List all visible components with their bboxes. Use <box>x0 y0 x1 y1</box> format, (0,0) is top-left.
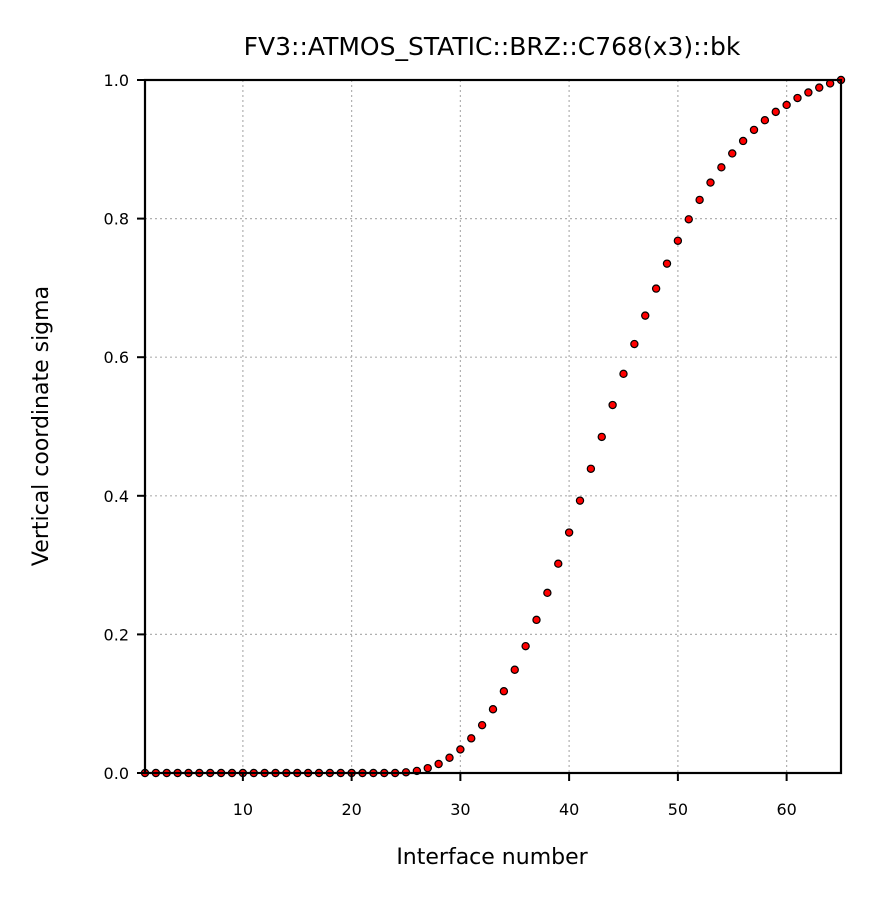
data-point <box>543 588 552 598</box>
data-point <box>586 464 596 473</box>
data-point <box>608 400 617 410</box>
data-point <box>532 615 541 625</box>
data-points <box>140 75 846 778</box>
data-point <box>651 284 661 293</box>
data-point <box>477 720 487 730</box>
grid-lines <box>145 79 841 774</box>
y-tick-label: 0.4 <box>104 487 129 506</box>
data-point <box>782 100 791 110</box>
data-point <box>728 149 737 158</box>
data-point <box>706 178 715 187</box>
y-axis-ticks: 0.0 0.2 0.4 0.6 0.8 1.0 <box>104 71 145 783</box>
data-point <box>619 369 628 379</box>
data-point <box>488 705 498 714</box>
y-tick-label: 0.2 <box>104 625 129 644</box>
data-point <box>641 311 650 320</box>
data-point <box>521 641 530 651</box>
x-tick-label: 30 <box>450 800 470 819</box>
x-tick-label: 50 <box>668 800 688 819</box>
data-point <box>815 83 824 92</box>
x-tick-label: 60 <box>776 800 796 819</box>
data-point <box>510 665 519 674</box>
chart-title: FV3::ATMOS_STATIC::BRZ::C768(x3)::bk <box>244 32 741 61</box>
data-point <box>445 753 454 762</box>
data-point <box>467 734 476 743</box>
plot-frame <box>143 78 843 775</box>
data-point <box>564 528 574 537</box>
data-point <box>673 236 683 245</box>
data-point <box>749 125 759 135</box>
data-point <box>434 759 443 769</box>
data-point <box>684 215 693 224</box>
y-axis-label: Vertical coordinate sigma <box>29 286 54 566</box>
data-point <box>793 93 802 103</box>
data-point <box>662 259 672 268</box>
x-axis-label: Interface number <box>396 845 588 870</box>
data-point <box>717 163 726 172</box>
y-tick-label: 0.6 <box>104 348 129 367</box>
y-tick-label: 0.0 <box>104 764 129 783</box>
y-tick-label: 0.8 <box>104 210 129 229</box>
x-tick-label: 20 <box>341 800 361 819</box>
data-point <box>456 745 465 754</box>
data-point <box>575 496 585 505</box>
data-point <box>499 687 509 696</box>
x-tick-label: 10 <box>233 800 253 819</box>
data-point <box>804 88 813 97</box>
data-point <box>695 195 704 205</box>
data-point <box>771 107 780 117</box>
data-point <box>738 136 748 146</box>
data-point <box>630 339 639 349</box>
data-point <box>423 763 432 773</box>
x-axis-ticks: 10 20 30 40 50 60 <box>233 773 797 819</box>
x-tick-label: 40 <box>559 800 579 819</box>
y-tick-label: 1.0 <box>104 71 129 90</box>
data-point <box>597 432 606 442</box>
data-point <box>554 559 563 568</box>
data-point <box>760 115 770 125</box>
